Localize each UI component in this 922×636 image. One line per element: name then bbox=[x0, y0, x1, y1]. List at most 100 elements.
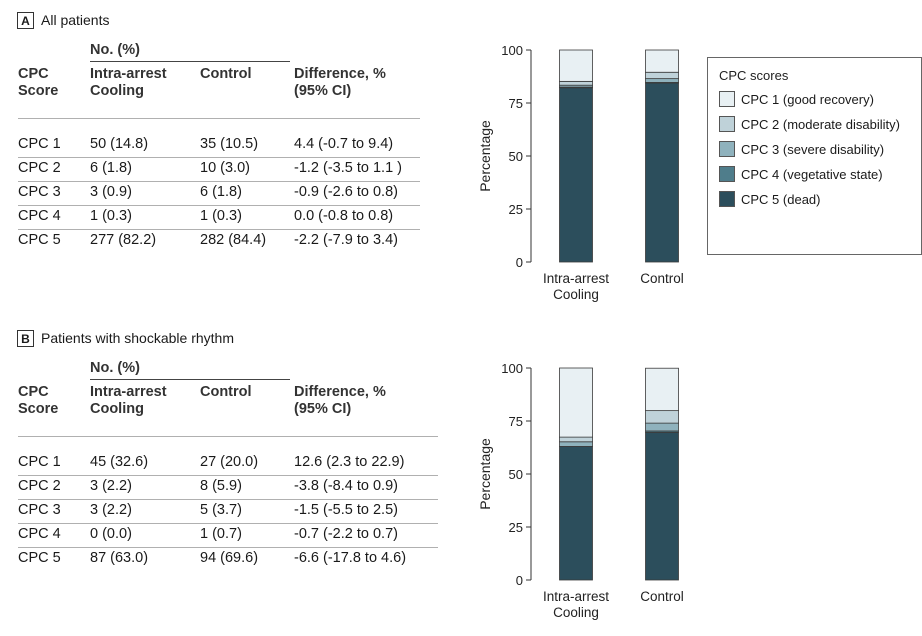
legend-title: CPC scores bbox=[719, 68, 789, 83]
row-divider bbox=[18, 181, 420, 182]
row-divider bbox=[18, 157, 420, 158]
cpc-score: CPC 4 bbox=[18, 526, 61, 542]
y-tick-label: 0 bbox=[516, 573, 523, 588]
legend-label-cpc5: CPC 5 (dead) bbox=[741, 191, 821, 207]
panel-b: B Patients with shockable rhythm No. (%)… bbox=[0, 318, 922, 636]
difference-value: 0.0 (-0.8 to 0.8) bbox=[294, 208, 394, 224]
bar-segment bbox=[559, 367, 593, 438]
col-cooling-header: Intra-arrest Cooling bbox=[90, 66, 167, 99]
row-divider bbox=[18, 523, 438, 524]
difference-value: -1.2 (-3.5 to 1.1 ) bbox=[294, 160, 402, 176]
legend-label-cpc2: CPC 2 (moderate disability) bbox=[741, 116, 900, 132]
panel-a-header: A All patients bbox=[17, 10, 109, 30]
row-divider bbox=[18, 205, 420, 206]
group-header: No. (%) bbox=[90, 360, 140, 376]
panel-a-letter: A bbox=[17, 11, 34, 29]
bar-segment bbox=[645, 432, 679, 581]
x-tick-label: Intra-arrest bbox=[543, 589, 609, 604]
control-value: 6 (1.8) bbox=[200, 184, 242, 200]
legend-label-cpc3: CPC 3 (severe disability) bbox=[741, 141, 885, 157]
difference-value: -0.9 (-2.6 to 0.8) bbox=[294, 184, 398, 200]
cpc-score: CPC 3 bbox=[18, 184, 61, 200]
bar-segment bbox=[645, 82, 679, 263]
legend-item-cpc3: CPC 3 (severe disability) bbox=[719, 140, 884, 158]
bar-segment bbox=[645, 422, 679, 432]
y-tick-label: 75 bbox=[509, 414, 523, 429]
difference-value: -2.2 (-7.9 to 3.4) bbox=[294, 232, 398, 248]
row-divider bbox=[18, 475, 438, 476]
panel-a-title: All patients bbox=[41, 12, 110, 28]
bar-segment bbox=[559, 49, 593, 82]
y-tick-label: 75 bbox=[509, 96, 523, 111]
y-tick-label: 0 bbox=[516, 255, 523, 270]
row-divider bbox=[18, 499, 438, 500]
y-tick-label: 50 bbox=[509, 149, 523, 164]
bar-segment bbox=[559, 446, 593, 581]
legend-item-cpc5: CPC 5 (dead) bbox=[719, 190, 820, 208]
y-tick-label: 25 bbox=[509, 520, 523, 535]
panel-b-letter: B bbox=[17, 329, 34, 347]
difference-value: 12.6 (2.3 to 22.9) bbox=[294, 454, 405, 470]
cpc-score: CPC 5 bbox=[18, 550, 61, 566]
cooling-value: 3 (2.2) bbox=[90, 478, 132, 494]
cpc-score: CPC 5 bbox=[18, 232, 61, 248]
x-tick-label: Cooling bbox=[553, 287, 599, 302]
bar-segment bbox=[645, 410, 679, 424]
difference-value: -1.5 (-5.5 to 2.5) bbox=[294, 502, 398, 518]
col-cooling-header: Intra-arrest Cooling bbox=[90, 384, 167, 417]
control-value: 35 (10.5) bbox=[200, 136, 259, 152]
control-value: 1 (0.7) bbox=[200, 526, 242, 542]
cpc-score: CPC 1 bbox=[18, 136, 61, 152]
col-cpc-header: CPC Score bbox=[18, 66, 59, 99]
y-tick-label: 100 bbox=[501, 361, 523, 376]
difference-value: -3.8 (-8.4 to 0.9) bbox=[294, 478, 398, 494]
col-difference-header: Difference, % (95% CI) bbox=[294, 66, 386, 99]
difference-value: -0.7 (-2.2 to 0.7) bbox=[294, 526, 398, 542]
legend-item-cpc2: CPC 2 (moderate disability) bbox=[719, 115, 900, 133]
bar-segment bbox=[645, 78, 679, 83]
legend-swatch-cpc2 bbox=[719, 116, 735, 132]
y-tick-label: 25 bbox=[509, 202, 523, 217]
header-rule bbox=[18, 118, 420, 119]
panel-a: A All patients No. (%) CPC Score Intra-ar… bbox=[17, 0, 922, 318]
cooling-value: 6 (1.8) bbox=[90, 160, 132, 176]
y-tick-label: 100 bbox=[501, 43, 523, 58]
bar-segment bbox=[645, 71, 679, 80]
bar-segment bbox=[559, 441, 593, 447]
row-divider bbox=[18, 547, 438, 548]
col-control-header: Control bbox=[200, 384, 252, 400]
control-value: 8 (5.9) bbox=[200, 478, 242, 494]
panel-b-table: No. (%) CPC Score Intra-arrest Cooling Con… bbox=[18, 318, 448, 636]
legend-item-cpc4: CPC 4 (vegetative state) bbox=[719, 165, 883, 183]
legend-label-cpc1: CPC 1 (good recovery) bbox=[741, 91, 874, 107]
panel-b-header: B Patients with shockable rhythm bbox=[17, 328, 234, 348]
col-control-header: Control bbox=[200, 66, 252, 82]
legend-swatch-cpc3 bbox=[719, 141, 735, 157]
x-tick-label: Cooling bbox=[553, 605, 599, 620]
bar-segment bbox=[645, 49, 679, 73]
x-tick-label: Control bbox=[640, 589, 684, 604]
legend-label-cpc4: CPC 4 (vegetative state) bbox=[741, 166, 883, 182]
group-header-rule bbox=[90, 61, 290, 62]
cooling-value: 0 (0.0) bbox=[90, 526, 132, 542]
control-value: 1 (0.3) bbox=[200, 208, 242, 224]
col-cpc-header: CPC Score bbox=[18, 384, 59, 417]
cooling-value: 50 (14.8) bbox=[90, 136, 149, 152]
y-tick-label: 50 bbox=[509, 467, 523, 482]
difference-value: 4.4 (-0.7 to 9.4) bbox=[294, 136, 394, 152]
legend-swatch-cpc1 bbox=[719, 91, 735, 107]
cooling-value: 277 (82.2) bbox=[90, 232, 157, 248]
cooling-value: 1 (0.3) bbox=[90, 208, 132, 224]
bar-segment bbox=[559, 80, 593, 86]
cpc-score: CPC 1 bbox=[18, 454, 61, 470]
cooling-value: 45 (32.6) bbox=[90, 454, 149, 470]
cooling-value: 87 (63.0) bbox=[90, 550, 149, 566]
header-rule bbox=[18, 436, 438, 437]
legend-item-cpc1: CPC 1 (good recovery) bbox=[719, 90, 874, 108]
legend: CPC scores CPC 1 (good recovery) CPC 2 (… bbox=[707, 57, 922, 255]
control-value: 10 (3.0) bbox=[200, 160, 250, 176]
panel-a-table: No. (%) CPC Score Intra-arrest Cooling Con… bbox=[18, 0, 448, 318]
panel-b-title: Patients with shockable rhythm bbox=[41, 330, 234, 346]
